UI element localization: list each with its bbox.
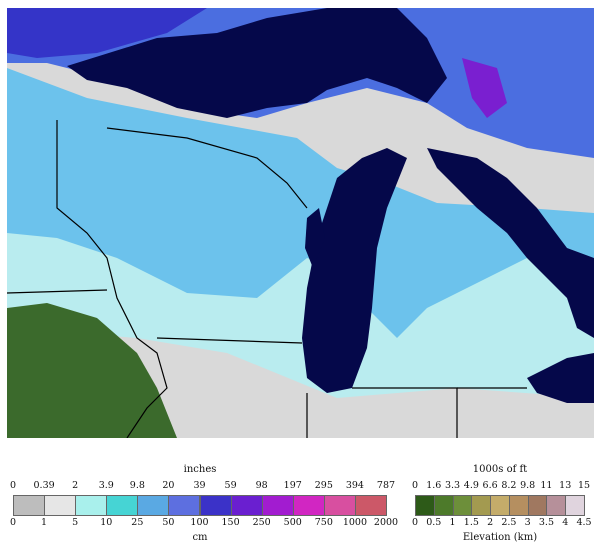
snow-cm-label: 2000 [373,517,399,528]
elev-km-label: 0 [411,517,419,528]
map-canvas [7,8,594,438]
state-borders [7,120,527,438]
snow-swatch [106,495,139,516]
snow-cm-label: 5 [72,517,79,528]
elev-ft-label: 9.8 [520,480,536,491]
elev-km-label: 0.5 [426,517,442,528]
snow-inch-label: 39 [193,480,206,491]
snow-swatch [323,495,356,516]
lake-michigan [302,148,407,393]
elev-ft-label: 1.6 [426,480,442,491]
elev-ft-label: 15 [577,480,591,491]
snow-swatch [292,495,325,516]
elev-km-label: 4.5 [576,517,592,528]
elev-legend-unit-top: 1000s of ft [472,464,528,475]
snow-cm-label: 1 [41,517,48,528]
elev-swatch [490,495,510,516]
snow-cm-label: 10 [100,517,113,528]
lake-huron [427,148,594,338]
green-bay [305,208,325,268]
snow-swatch [75,495,108,516]
elev-km-label: 4 [562,517,569,528]
snow-legend-unit-top: inches [183,464,217,475]
elev-swatch [471,495,492,516]
snow-cm-label: 25 [131,517,144,528]
snow-cm-label: 100 [190,517,209,528]
snow-inch-label: 59 [224,480,237,491]
elev-km-label: 3 [524,517,531,528]
snow-swatch [44,495,77,516]
elev-swatch [527,495,548,516]
snow-cm-label: 750 [314,517,333,528]
elev-km-label: 3.5 [538,517,554,528]
elev-swatch [546,495,567,516]
snow-swatch [354,495,387,516]
elev-ft-label: 13 [559,480,572,491]
elev-ft-label: 3.3 [444,480,461,491]
wi-mn-border [56,120,168,438]
snow-free-green-region [7,303,177,438]
snow-legend-unit-bottom: cm [192,532,208,543]
elev-km-label: 2.5 [501,517,517,528]
snow-swatch [261,495,294,516]
elev-ft-label: 8.2 [501,480,517,491]
ia-mn-border [7,289,108,294]
elev-legend-unit-bottom: Elevation (km) [462,532,538,543]
elev-swatch [433,495,454,516]
snow-swatch [168,495,201,516]
snow-swatch [13,495,46,516]
snow-cm-label: 50 [162,517,175,528]
snow-inch-label: 787 [376,480,396,491]
elev-ft-label: 11 [540,480,553,491]
snow-inch-label: 3.9 [98,480,114,491]
deep-snow-north [7,8,207,58]
elev-swatch [565,495,585,516]
snow-inch-label: 20 [162,480,175,491]
elev-ft-label: 4.9 [463,480,479,491]
snow-inch-label: 0 [9,480,17,491]
elev-swatch [415,495,435,516]
snow-cm-label: 1000 [342,517,367,528]
snow-inch-label: 394 [345,480,364,491]
wi-up-border [106,127,308,209]
elev-km-label: 1 [449,517,456,528]
snow-inch-label: 197 [283,480,302,491]
elev-ft-label: 0 [411,480,419,491]
snow-inch-label: 2 [72,480,79,491]
snow-swatch [199,495,232,516]
lake-erie [527,353,594,403]
medium-snow-region [7,68,594,338]
elev-km-label: 1.5 [463,517,479,528]
elev-swatch [452,495,473,516]
elev-ft-label: 6.6 [482,480,498,491]
snow-cm-label: 150 [221,517,240,528]
deep-snow-patch [462,58,507,118]
snow-inch-label: 0.39 [33,480,55,491]
wi-il-border [156,337,303,344]
elev-km-label: 2 [487,517,494,528]
snow-swatch [137,495,170,516]
snow-depth-map [7,8,594,438]
snow-cm-label: 250 [252,517,271,528]
snow-inch-label: 295 [314,480,333,491]
snow-inch-label: 98 [255,480,268,491]
snow-swatch [230,495,263,516]
elev-swatch [508,495,529,516]
snow-cm-label: 0 [9,517,17,528]
lake-superior [67,8,447,118]
snow-cm-label: 500 [283,517,302,528]
snow-inch-label: 9.8 [129,480,145,491]
